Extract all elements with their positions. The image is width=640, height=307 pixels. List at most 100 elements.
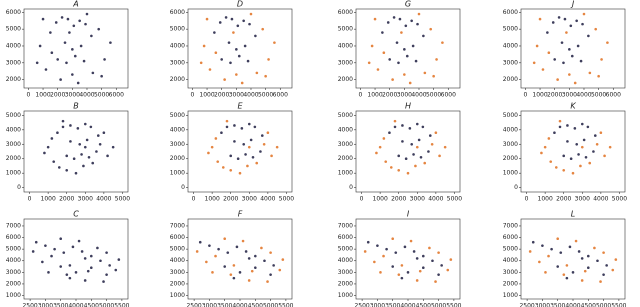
point — [229, 61, 232, 65]
panel-title: H — [405, 102, 411, 111]
point — [262, 142, 266, 146]
x-tick-label: 4500 — [416, 303, 431, 307]
x-tick-label: 1000 — [532, 92, 547, 99]
point — [553, 131, 556, 134]
x-tick-label: 3000 — [202, 303, 217, 307]
x-tick-label: 4000 — [576, 92, 591, 99]
point — [602, 251, 605, 254]
point — [403, 48, 406, 51]
point — [423, 161, 427, 165]
x-tick-label: 5500 — [446, 303, 461, 307]
point — [82, 59, 86, 63]
point — [44, 244, 47, 247]
point — [434, 131, 438, 134]
point — [370, 44, 374, 48]
point — [363, 250, 367, 253]
y-tick-label: 5000 — [170, 26, 185, 33]
point — [397, 61, 400, 65]
point — [382, 254, 385, 258]
y-tick-label: 4000 — [170, 257, 185, 264]
point — [611, 268, 615, 272]
point — [580, 122, 584, 126]
y-tick-label: 1000 — [170, 170, 185, 177]
point — [421, 125, 425, 129]
panel-title: C — [73, 210, 79, 219]
point — [440, 264, 443, 267]
point — [546, 31, 549, 34]
y-tick-label: 5000 — [6, 112, 21, 119]
point — [41, 260, 44, 264]
point — [422, 34, 425, 38]
y-tick-label: 3000 — [338, 59, 353, 66]
point — [586, 266, 590, 269]
point — [68, 276, 72, 280]
point — [582, 12, 586, 16]
point — [573, 127, 577, 130]
x-tick-label: 3000 — [575, 196, 590, 203]
x-tick-label: 1000 — [205, 196, 220, 203]
x-tick-label: 0 — [523, 92, 527, 99]
point — [223, 237, 227, 241]
point — [260, 134, 264, 137]
point — [580, 279, 584, 282]
point — [227, 41, 231, 44]
point — [401, 124, 404, 127]
y-tick-label: 2000 — [503, 280, 518, 287]
point — [408, 127, 412, 130]
point — [376, 68, 380, 71]
point — [84, 22, 87, 26]
point — [83, 145, 87, 149]
y-tick-label: 2000 — [338, 155, 353, 162]
point — [382, 137, 386, 140]
y-tick-label: 4000 — [503, 126, 518, 133]
point — [401, 140, 404, 143]
point — [588, 161, 592, 165]
point — [233, 124, 236, 127]
x-tick-label: 3000 — [562, 92, 577, 99]
point — [59, 265, 63, 268]
point — [62, 251, 66, 254]
point — [225, 125, 229, 129]
point — [85, 12, 89, 16]
y-tick-label: 5000 — [503, 246, 518, 253]
point — [59, 78, 62, 81]
point — [412, 250, 416, 253]
point — [236, 157, 240, 161]
point — [394, 251, 398, 254]
point — [381, 31, 384, 34]
point — [415, 279, 419, 282]
point — [593, 246, 596, 250]
point — [389, 166, 393, 169]
point — [570, 54, 574, 58]
y-tick-label: 3000 — [170, 269, 185, 276]
point — [208, 68, 212, 71]
x-tick-label: 2500 — [22, 303, 37, 307]
point — [562, 273, 566, 276]
point — [566, 140, 569, 143]
x-tick-label: 2000 — [59, 196, 74, 203]
point — [427, 150, 430, 153]
point — [410, 19, 413, 23]
x-tick-label: 3500 — [550, 303, 565, 307]
point — [432, 74, 435, 78]
point — [253, 266, 257, 269]
point — [428, 246, 431, 250]
x-tick-label: 2000 — [391, 196, 406, 203]
point — [562, 61, 565, 65]
x-tick-label: 1000 — [35, 92, 50, 99]
y-tick-label: 2000 — [338, 76, 353, 83]
point — [541, 68, 545, 71]
point — [225, 119, 229, 123]
point — [391, 78, 394, 81]
point — [76, 127, 80, 130]
point — [391, 265, 395, 268]
point — [395, 41, 399, 44]
x-tick-label: 5000 — [263, 303, 278, 307]
point — [60, 16, 64, 19]
point — [569, 157, 573, 161]
point — [408, 81, 412, 85]
panel-title: B — [73, 102, 79, 111]
point — [416, 22, 419, 26]
point — [565, 264, 569, 267]
x-tick-label: 5000 — [612, 196, 627, 203]
